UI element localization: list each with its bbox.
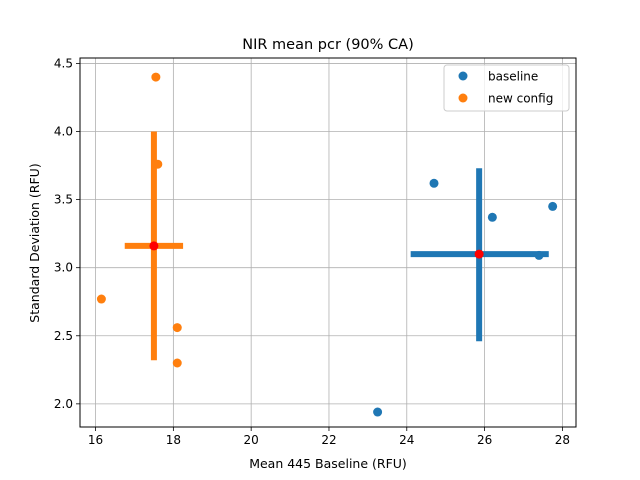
data-point xyxy=(373,407,383,417)
data-point xyxy=(153,159,163,169)
mean-marker xyxy=(149,241,159,251)
y-tick-label: 4.5 xyxy=(54,56,73,70)
plot-frame xyxy=(79,57,577,428)
x-axis-ticks: 16 18 20 22 24 26 28 xyxy=(88,427,570,447)
chart-title: NIR mean pcr (90% CA) xyxy=(242,37,413,53)
data-point xyxy=(487,212,497,222)
legend-label: baseline xyxy=(488,70,538,84)
y-tick-label: 4.0 xyxy=(54,125,73,139)
y-tick-label: 3.5 xyxy=(54,193,73,207)
mean-marker xyxy=(474,249,484,259)
confidence-crosses xyxy=(124,131,549,361)
x-tick-label: 22 xyxy=(321,433,336,447)
data-point xyxy=(172,323,182,333)
y-axis-ticks: 2.0 2.5 3.0 3.5 4.0 4.5 xyxy=(54,56,80,411)
y-axis-label: Standard Deviation (RFU) xyxy=(27,163,42,322)
y-tick-label: 2.0 xyxy=(54,397,73,411)
x-tick-label: 18 xyxy=(166,433,181,447)
data-point xyxy=(534,250,544,260)
legend-label: new config xyxy=(488,92,553,106)
legend-box xyxy=(443,64,570,112)
x-tick-label: 20 xyxy=(244,433,259,447)
legend: baseline new config xyxy=(443,64,570,112)
legend-marker xyxy=(458,93,468,103)
data-point xyxy=(548,201,558,211)
grid-lines xyxy=(80,58,576,427)
data-point xyxy=(96,294,106,304)
x-axis-label: Mean 445 Baseline (RFU) xyxy=(249,456,407,471)
x-tick-label: 16 xyxy=(88,433,103,447)
x-tick-label: 24 xyxy=(399,433,414,447)
mean-markers xyxy=(149,241,484,259)
y-tick-label: 2.5 xyxy=(54,329,73,343)
x-tick-label: 26 xyxy=(477,433,492,447)
data-point xyxy=(151,72,161,82)
y-tick-label: 3.0 xyxy=(54,261,73,275)
x-tick-label: 28 xyxy=(555,433,570,447)
data-point xyxy=(429,178,439,188)
data-point xyxy=(172,358,182,368)
data-points xyxy=(96,72,558,417)
legend-marker xyxy=(458,71,468,81)
